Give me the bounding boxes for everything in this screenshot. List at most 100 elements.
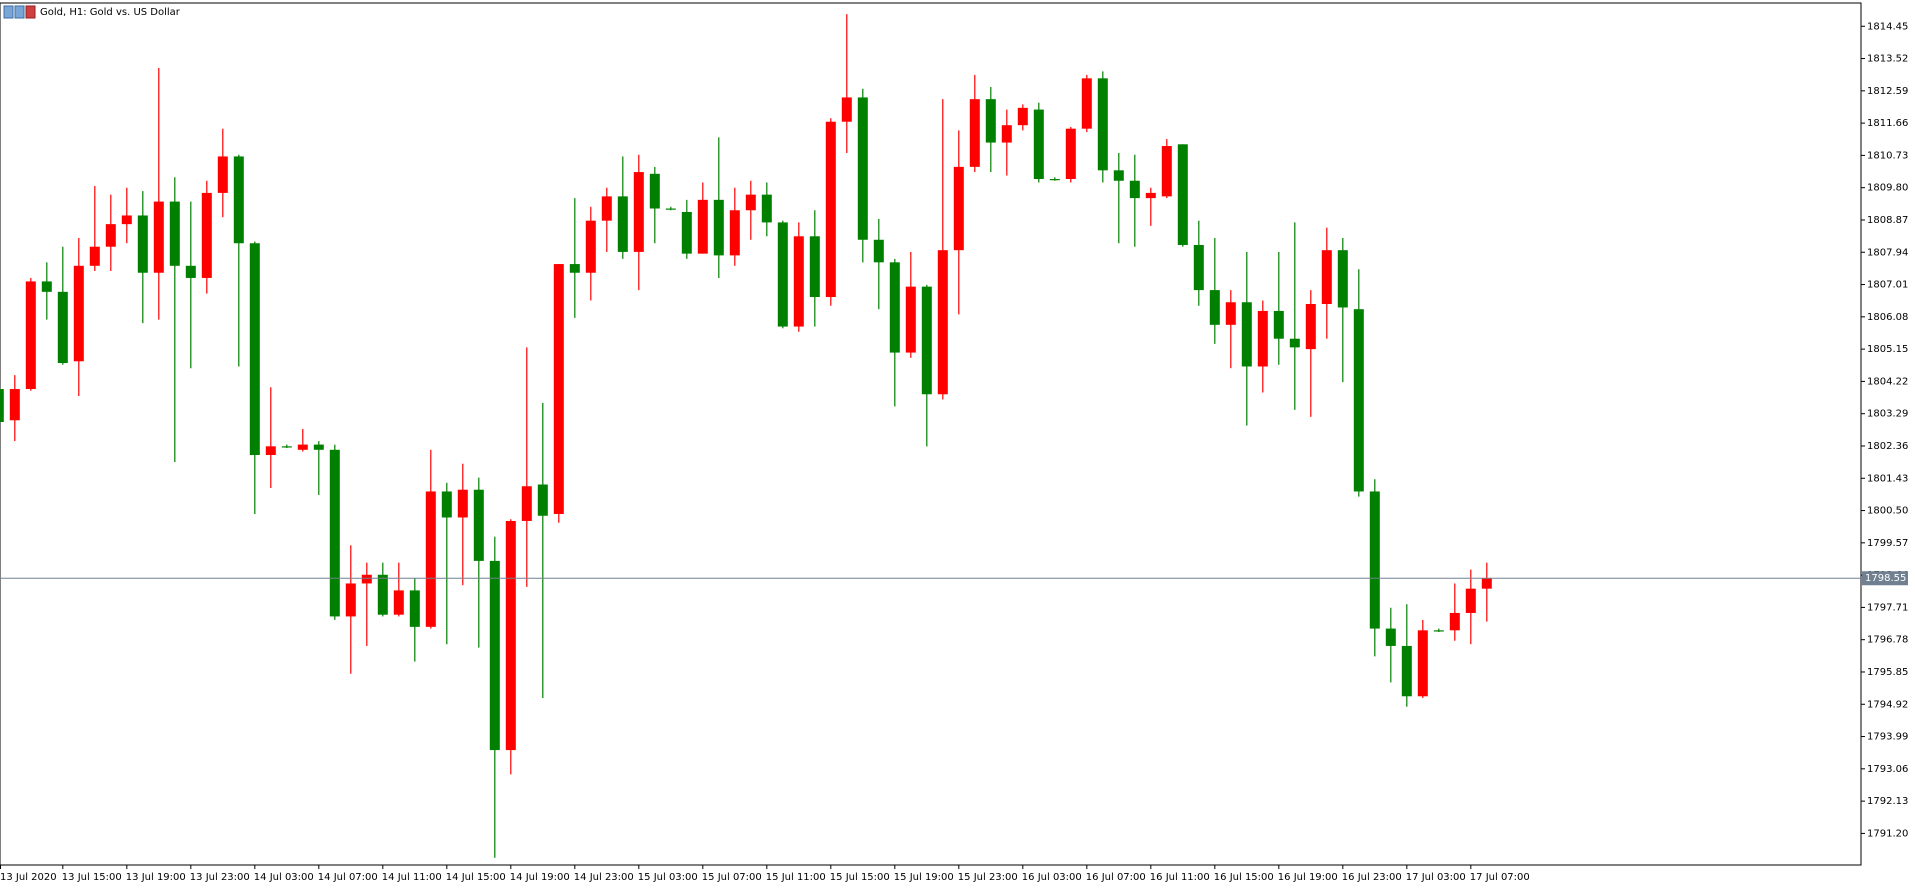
candle-body: [329, 449, 340, 617]
candle-body: [617, 196, 628, 252]
candle-body: [953, 166, 964, 251]
x-tick-label: 17 Jul 03:00: [1406, 872, 1466, 883]
x-tick-label: 16 Jul 19:00: [1278, 872, 1338, 883]
candle-body: [441, 491, 452, 518]
candle-body: [649, 173, 660, 209]
candle-body: [1401, 645, 1412, 697]
candle-body: [809, 236, 820, 298]
candle-body: [393, 590, 404, 615]
x-tick-label: 16 Jul 07:00: [1086, 872, 1146, 883]
x-tick-label: 16 Jul 15:00: [1214, 872, 1274, 883]
y-tick-label: 1799.57: [1867, 538, 1908, 549]
candle-body: [825, 121, 836, 298]
candle-body: [841, 97, 852, 122]
last-price-box: [1862, 571, 1908, 586]
candle-body: [681, 211, 692, 254]
candle-body: [377, 574, 388, 615]
plot-frame: [0, 2, 1862, 866]
x-tick-label: 13 Jul 2020: [0, 872, 57, 883]
candle-body: [281, 446, 292, 448]
candle-body: [73, 265, 84, 362]
x-tick-label: 14 Jul 15:00: [446, 872, 506, 883]
candle-body: [185, 265, 196, 278]
candle-body: [585, 220, 596, 273]
candle-body: [1481, 578, 1492, 589]
candle-body: [569, 264, 580, 273]
candle-body: [425, 491, 436, 627]
candle-body: [361, 574, 372, 584]
candle-body: [1177, 144, 1188, 245]
candle-body: [761, 194, 772, 223]
y-tick-label: 1806.08: [1867, 312, 1908, 323]
candle-body: [1321, 250, 1332, 304]
candle-body: [137, 215, 148, 273]
y-tick-label: 1802.36: [1867, 441, 1908, 452]
x-tick-label: 14 Jul 19:00: [510, 872, 570, 883]
candle-body: [633, 172, 644, 252]
candle-body: [1017, 107, 1028, 126]
candle-body: [1465, 588, 1476, 613]
x-tick-label: 15 Jul 15:00: [830, 872, 890, 883]
candle-body: [1289, 338, 1300, 348]
x-tick-label: 16 Jul 03:00: [1022, 872, 1082, 883]
candle-body: [665, 208, 676, 210]
candle-body: [1369, 491, 1380, 629]
candle-body: [1129, 180, 1140, 199]
candle-body: [105, 224, 116, 247]
candle-body: [1145, 192, 1156, 199]
candle-body: [969, 99, 980, 167]
x-tick-label: 13 Jul 23:00: [190, 872, 250, 883]
x-tick-label: 15 Jul 03:00: [638, 872, 698, 883]
candle-body: [745, 194, 756, 211]
candle-body: [505, 520, 516, 751]
candle-body: [537, 484, 548, 516]
candle-body: [1113, 170, 1124, 181]
candle-body: [601, 196, 612, 221]
candle-body: [457, 489, 468, 518]
x-tick-label: 15 Jul 07:00: [702, 872, 762, 883]
x-tick-label: 14 Jul 03:00: [254, 872, 314, 883]
x-tick-label: 16 Jul 11:00: [1150, 872, 1210, 883]
candle-body: [473, 489, 484, 561]
candle-body: [1193, 244, 1204, 291]
candle-body: [233, 156, 244, 244]
last-price-label: 1798.55: [1865, 573, 1906, 584]
y-tick-label: 1797.71: [1867, 602, 1908, 613]
candle-body: [153, 201, 164, 273]
candle-body: [169, 201, 180, 266]
y-tick-label: 1792.13: [1867, 796, 1908, 807]
candle-body: [921, 286, 932, 395]
candle-body: [1081, 78, 1092, 129]
y-tick-label: 1811.66: [1867, 118, 1908, 129]
y-tick-label: 1795.85: [1867, 667, 1908, 678]
x-tick-label: 17 Jul 07:00: [1470, 872, 1530, 883]
candle-body: [1209, 290, 1220, 325]
candle-body: [489, 560, 500, 751]
candle-body: [1449, 612, 1460, 631]
candle-body: [1049, 179, 1060, 181]
candle-body: [905, 286, 916, 353]
candle-body: [1065, 128, 1076, 180]
candle-body: [1353, 309, 1364, 492]
candle-body: [937, 250, 948, 395]
y-tick-label: 1812.59: [1867, 86, 1908, 97]
y-tick-label: 1803.29: [1867, 409, 1908, 420]
candle-body: [1001, 125, 1012, 143]
candle-body: [1097, 78, 1108, 171]
candle-body: [41, 281, 52, 292]
x-tick-label: 15 Jul 11:00: [766, 872, 826, 883]
candle-body: [697, 199, 708, 254]
candle-body: [1225, 302, 1236, 325]
candle-body: [25, 281, 36, 390]
candle-body: [89, 246, 100, 266]
candle-body: [57, 291, 68, 364]
candle-body: [265, 446, 276, 456]
candle-body: [1161, 146, 1172, 197]
y-tick-label: 1793.06: [1867, 764, 1908, 775]
x-tick-label: 16 Jul 23:00: [1342, 872, 1402, 883]
y-tick-label: 1796.78: [1867, 635, 1908, 646]
candle-body: [873, 239, 884, 263]
y-tick-label: 1807.94: [1867, 247, 1908, 258]
x-tick-label: 15 Jul 23:00: [958, 872, 1018, 883]
